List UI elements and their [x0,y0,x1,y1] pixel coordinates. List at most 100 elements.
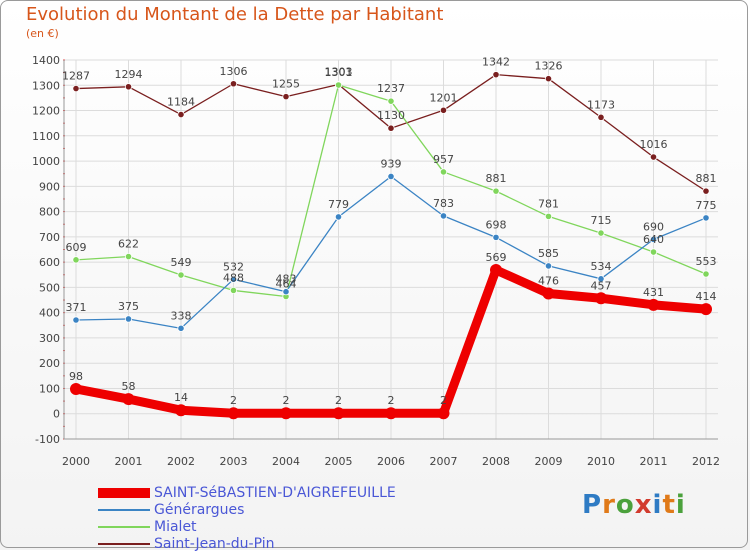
data-point-3 [439,106,448,114]
data-label-0: 2 [388,394,395,407]
legend-swatch-2 [98,525,150,528]
data-point-0 [175,404,187,417]
data-point-0 [227,407,240,420]
x-tick-label: 2005 [325,455,353,468]
legend-item-3: Saint-Jean-du-Pin [98,535,396,552]
legend-swatch-3 [98,542,150,545]
data-point-1 [649,235,658,243]
data-label-0: 414 [696,290,717,303]
data-label-0: 98 [69,370,83,383]
data-point-2 [702,270,710,278]
data-point-0 [280,407,292,420]
data-label-3: 1184 [167,96,195,109]
x-tick-label: 2000 [62,455,90,468]
data-point-2 [492,187,500,195]
data-label-3: 881 [696,172,717,185]
x-tick-label: 2009 [535,455,563,468]
data-label-1: 532 [223,260,244,273]
data-label-3: 1287 [62,70,90,83]
x-tick-label: 2001 [115,455,143,468]
y-tick-label: 300 [39,332,60,345]
data-point-0 [700,303,712,316]
legend: SAINT-SéBASTIEN-D'AIGREFEUILLE Générargu… [98,484,396,552]
legend-item-2: Mialet [98,518,396,535]
y-tick-label: 400 [39,307,60,320]
data-point-0 [385,407,397,420]
y-tick-label: 800 [39,206,60,219]
y-tick-label: 1100 [32,130,60,143]
x-tick-label: 2002 [167,455,195,468]
data-point-2 [72,256,80,264]
legend-swatch-0 [98,487,150,498]
y-tick-label: 1300 [32,79,60,92]
data-point-1 [387,172,395,181]
data-point-2 [439,168,448,176]
data-label-2: 553 [696,255,717,268]
x-tick-label: 2007 [430,455,458,468]
data-label-2: 622 [118,238,139,251]
data-label-2: 488 [223,271,244,284]
data-label-0: 457 [591,279,612,292]
data-point-2 [387,97,395,105]
data-label-1: 690 [643,220,664,233]
y-tick-label: 200 [39,357,60,370]
y-tick-label: 1000 [32,155,60,168]
data-point-0 [437,407,450,420]
y-tick-label: 1400 [32,54,60,67]
data-label-2: 609 [66,241,87,254]
data-label-1: 783 [433,197,454,210]
data-label-1: 939 [381,157,402,170]
data-point-3 [387,124,395,132]
data-point-0 [332,407,345,420]
legend-label-3: Saint-Jean-du-Pin [154,535,275,552]
data-label-3: 1255 [272,78,300,91]
data-label-0: 2 [283,394,290,407]
data-label-3: 1130 [377,109,405,122]
data-point-2 [334,81,343,89]
data-point-3 [282,93,290,101]
data-point-2 [177,271,185,279]
legend-item-0: SAINT-SéBASTIEN-D'AIGREFEUILLE [98,484,396,501]
data-label-0: 476 [538,274,559,287]
data-label-1: 338 [171,309,192,322]
data-label-3: 1173 [587,98,615,111]
data-label-2: 464 [276,277,297,290]
data-label-1: 779 [328,198,349,211]
data-label-2: 715 [591,214,612,227]
x-tick-label: 2003 [220,455,248,468]
data-point-3 [544,75,553,83]
data-label-0: 569 [486,251,507,264]
y-tick-label: 0 [53,408,60,421]
x-tick-label: 2006 [377,455,405,468]
data-label-3: 1201 [430,91,458,104]
x-tick-label: 2011 [640,455,668,468]
x-tick-label: 2012 [692,455,720,468]
legend-item-1: Générargues [98,501,396,518]
data-point-1 [597,275,605,283]
data-label-1: 775 [696,199,717,212]
data-label-1: 483 [276,273,297,286]
data-point-0 [70,382,82,395]
data-label-2: 881 [486,172,507,185]
data-point-3 [124,83,133,91]
legend-label-1: Générargues [154,501,245,518]
legend-label-2: Mialet [154,518,197,535]
data-point-0 [595,292,607,305]
data-label-0: 14 [174,391,188,404]
data-label-3: 1016 [640,138,668,151]
data-point-2 [649,248,658,256]
data-label-2: 640 [643,233,664,246]
y-tick-label: 1200 [32,105,60,118]
data-label-0: 58 [122,380,136,393]
data-point-0 [542,287,555,300]
data-label-1: 375 [118,300,139,313]
data-point-3 [177,110,185,119]
data-point-1 [439,212,448,220]
data-label-2: 1237 [377,82,405,95]
data-label-2: 781 [538,197,559,210]
data-label-2: 549 [171,256,192,269]
data-point-1 [177,324,185,332]
data-point-3 [72,84,80,93]
data-point-3 [597,113,605,121]
